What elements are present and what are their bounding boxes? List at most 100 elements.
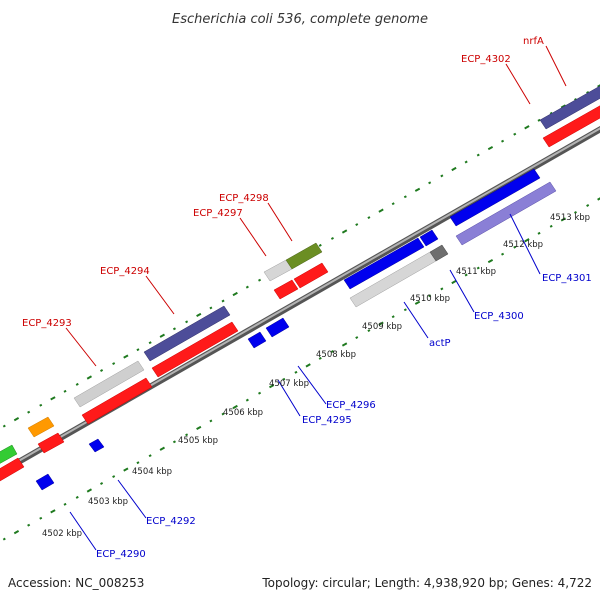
lower-tick-mark xyxy=(574,211,577,214)
upper-tick-mark xyxy=(148,341,152,345)
lower-tick-mark xyxy=(586,204,590,207)
lower-tick-mark xyxy=(100,482,104,485)
upper-tick-mark xyxy=(391,202,395,206)
upper-tick-mark xyxy=(100,369,104,372)
gene-ecp4300-actp[interactable] xyxy=(343,229,449,308)
gene-bar-red xyxy=(293,262,329,289)
label-leaders-top xyxy=(65,45,567,367)
gene-bar-blue xyxy=(419,229,439,247)
gene-bar-orange xyxy=(27,416,55,438)
upper-tick-mark xyxy=(221,299,225,303)
upper-tick-mark xyxy=(172,327,176,331)
gene-ecp4301[interactable] xyxy=(449,168,557,246)
lower-tick-mark xyxy=(428,294,432,298)
label-leaders-bottom xyxy=(69,213,541,551)
gene-label-ecp4295[interactable]: ECP_4295 xyxy=(302,415,352,426)
gene-label-ecp4298[interactable]: ECP_4298 xyxy=(219,193,269,204)
gene-ecp4302-nrfa[interactable] xyxy=(539,85,600,148)
gene-bar-red xyxy=(81,377,153,425)
lower-tick-mark xyxy=(2,537,6,541)
gene-label-actp[interactable]: actP xyxy=(429,338,451,349)
lower-tick-mark xyxy=(294,370,298,374)
kbp-tick-label: 4513 kbp xyxy=(550,213,590,223)
lower-tick-mark xyxy=(282,377,286,381)
gene-label-ecp4290[interactable]: ECP_4290 xyxy=(96,549,146,560)
lower-tick-mark xyxy=(39,516,43,520)
kbp-tick-label: 4512 kbp xyxy=(503,240,543,250)
kbp-tick-label: 4502 kbp xyxy=(42,529,82,539)
gene-bar-red xyxy=(273,279,299,300)
lower-tick-mark xyxy=(123,467,129,472)
gene-bar-lightpurple xyxy=(455,181,557,246)
lower-tick-mark xyxy=(27,523,31,527)
gene-label-nrfa[interactable]: nrfA xyxy=(523,36,544,47)
upper-tick-mark xyxy=(63,389,67,393)
upper-tick-mark xyxy=(513,132,517,136)
gene-label-ecp4302[interactable]: ECP_4302 xyxy=(461,54,511,65)
gene-ecp4292[interactable] xyxy=(88,438,105,453)
gene-bar-purple xyxy=(539,85,600,130)
upper-tick-mark xyxy=(476,153,480,157)
gene-label-ecp4296[interactable]: ECP_4296 xyxy=(326,400,376,411)
map-title: Escherichia coli 536, complete genome xyxy=(172,12,428,27)
gene-labels-bottom: ECP_4290 ECP_4292 ECP_4295 ECP_4296 actP… xyxy=(96,273,592,560)
lower-tick-mark xyxy=(391,315,395,319)
kbp-tick-label: 4506 kbp xyxy=(223,408,263,418)
upper-tick-mark xyxy=(378,208,384,213)
gene-label-ecp4293[interactable]: ECP_4293 xyxy=(22,318,72,329)
upper-tick-mark xyxy=(560,104,566,109)
gene-label-ecp4292[interactable]: ECP_4292 xyxy=(146,516,196,527)
lower-tick-mark xyxy=(355,336,359,339)
lower-tick-mark xyxy=(221,412,225,416)
gene-ecp4294[interactable] xyxy=(143,305,239,378)
lower-tick-mark xyxy=(232,404,238,410)
upper-tick-mark xyxy=(86,375,93,380)
gene-left-edge[interactable] xyxy=(0,416,65,482)
gene-bar-blue xyxy=(449,168,541,227)
lower-tick-mark xyxy=(451,279,457,285)
kbp-tick-label: 4508 kbp xyxy=(316,350,356,360)
gene-bar-olive xyxy=(285,242,323,270)
upper-tick-mark xyxy=(245,285,249,289)
gene-bar-blue xyxy=(35,473,55,491)
lower-tick-mark xyxy=(305,363,311,368)
upper-tick-mark xyxy=(403,195,407,199)
gene-ecp4290[interactable] xyxy=(35,473,55,491)
upper-tick-mark xyxy=(414,187,421,192)
gene-label-ecp4297[interactable]: ECP_4297 xyxy=(193,208,243,219)
gene-bar-gray xyxy=(73,360,145,408)
upper-tick-mark xyxy=(586,91,590,94)
lower-tick-mark xyxy=(476,266,480,270)
gene-bar-red xyxy=(542,105,600,148)
gene-bar-blue xyxy=(88,438,105,453)
upper-tick-mark xyxy=(330,237,334,240)
upper-tick-mark xyxy=(209,306,213,310)
gene-ecp4297-4298[interactable] xyxy=(263,242,329,300)
upper-tick-mark xyxy=(2,424,6,428)
gene-label-ecp4301[interactable]: ECP_4301 xyxy=(542,273,592,284)
lower-tick-mark xyxy=(367,329,371,333)
gene-ecp4295-4296[interactable] xyxy=(247,317,290,349)
gene-label-ecp4300[interactable]: ECP_4300 xyxy=(474,311,524,322)
lower-tick-mark xyxy=(414,300,421,305)
upper-tick-mark xyxy=(75,382,79,386)
lower-tick-mark xyxy=(549,224,553,228)
lower-tick-mark xyxy=(196,425,202,430)
gene-label-ecp4294[interactable]: ECP_4294 xyxy=(100,266,150,277)
lower-tick-mark xyxy=(440,287,444,291)
upper-tick-mark xyxy=(123,354,129,359)
upper-tick-mark xyxy=(367,216,371,220)
gene-ecp4293[interactable] xyxy=(73,360,153,425)
upper-tick-mark xyxy=(524,125,530,130)
upper-tick-mark xyxy=(50,396,56,401)
gene-bar-red xyxy=(151,321,239,378)
lower-tick-mark xyxy=(513,245,517,249)
lower-tick-mark xyxy=(487,259,494,264)
upper-tick-mark xyxy=(549,111,553,115)
upper-tick-mark xyxy=(13,417,20,422)
lower-tick-mark xyxy=(209,419,213,423)
upper-tick-mark xyxy=(341,229,348,234)
gene-bar-red xyxy=(37,432,65,454)
lower-tick-mark xyxy=(330,350,334,353)
